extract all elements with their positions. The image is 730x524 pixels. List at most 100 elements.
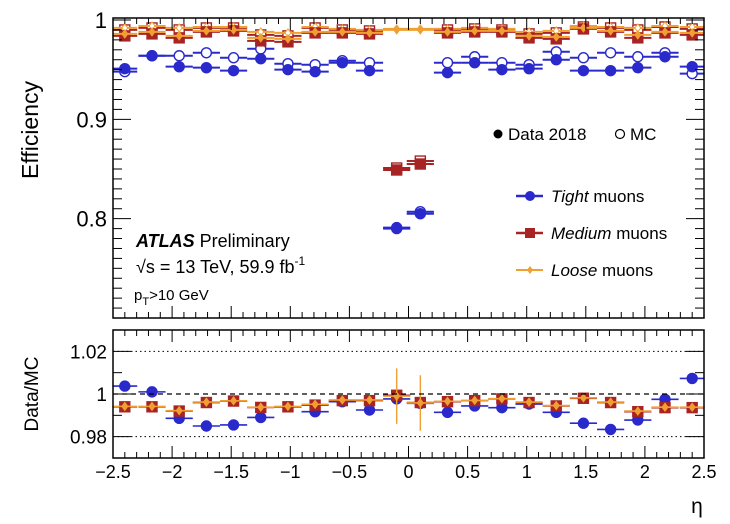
data-point bbox=[311, 399, 319, 410]
data-point bbox=[282, 63, 294, 76]
data-point bbox=[121, 29, 129, 39]
data-point bbox=[173, 60, 185, 73]
data-point bbox=[146, 386, 158, 398]
legend-loose-label: Loose muons bbox=[551, 261, 653, 280]
data-point bbox=[416, 25, 424, 35]
legend-mc-marker bbox=[614, 128, 626, 140]
mc-point bbox=[173, 50, 185, 62]
data-point bbox=[550, 54, 562, 66]
data-point bbox=[686, 60, 698, 73]
data-point bbox=[661, 402, 669, 413]
data-point bbox=[175, 405, 183, 416]
data-point bbox=[255, 411, 267, 424]
data-point bbox=[229, 395, 238, 406]
data-point bbox=[577, 417, 590, 429]
data-point bbox=[552, 400, 560, 411]
data-point bbox=[284, 401, 292, 412]
efficiency-axis-label: Efficiency bbox=[17, 80, 43, 179]
mc-point bbox=[632, 51, 644, 63]
data-point bbox=[227, 419, 240, 431]
mc-point bbox=[200, 47, 213, 59]
data-point bbox=[390, 222, 403, 235]
data-point bbox=[443, 27, 452, 37]
legend-medium-label: Medium muons bbox=[551, 224, 667, 243]
ratio-frame bbox=[112, 329, 705, 459]
data-point bbox=[393, 391, 401, 401]
mc-point bbox=[227, 52, 240, 64]
data-point bbox=[309, 65, 321, 78]
x-tick-label: −1.5 bbox=[213, 462, 249, 482]
x-tick-label: 2.5 bbox=[691, 462, 716, 482]
data-point bbox=[257, 402, 265, 413]
legend-tight-label: Tight muons bbox=[551, 187, 644, 206]
data-point bbox=[119, 380, 131, 392]
data-point bbox=[688, 402, 696, 413]
data-point bbox=[338, 395, 346, 405]
data-point bbox=[525, 31, 533, 41]
data-point bbox=[284, 34, 292, 44]
x-tick-label: 2 bbox=[640, 462, 650, 482]
data-point bbox=[632, 61, 644, 74]
x-tick-label: −0.5 bbox=[332, 462, 368, 482]
y-tick-label: 1.02 bbox=[70, 342, 107, 363]
legend-mc-label: MC bbox=[630, 125, 656, 144]
data-point bbox=[338, 27, 346, 37]
legend: Data 2018 MC Tight muons Medium muons Lo… bbox=[493, 125, 667, 280]
data-point bbox=[148, 27, 156, 37]
data-point bbox=[634, 30, 642, 40]
data-point bbox=[686, 372, 698, 385]
efficiency-panel-marks bbox=[112, 21, 705, 235]
data-point bbox=[468, 57, 481, 69]
data-point bbox=[414, 158, 427, 170]
data-point bbox=[200, 420, 213, 432]
mc-point bbox=[441, 57, 454, 69]
y-tick-label: 1 bbox=[95, 8, 107, 33]
data-point bbox=[146, 50, 158, 62]
data-point bbox=[661, 27, 669, 37]
energy-lumi-label: √s = 13 TeV, 59.9 fb-1 bbox=[136, 254, 306, 277]
data-point bbox=[390, 164, 403, 176]
data-point bbox=[227, 64, 240, 77]
data-point bbox=[119, 62, 131, 75]
pt-cut-label: pT>10 GeV bbox=[134, 287, 209, 308]
x-tick-label: 0.5 bbox=[455, 462, 480, 482]
data-point bbox=[496, 63, 508, 76]
data-point bbox=[363, 404, 376, 416]
data-point bbox=[443, 396, 452, 407]
data-point bbox=[471, 395, 479, 406]
x-tick-label: −1 bbox=[280, 462, 301, 482]
data-point bbox=[634, 406, 642, 416]
data-point bbox=[336, 57, 349, 69]
ratio-panel-marks bbox=[112, 368, 705, 436]
legend-tight-marker bbox=[525, 191, 535, 201]
data-point bbox=[200, 61, 213, 74]
data-point bbox=[577, 64, 590, 77]
legend-data-label: Data 2018 bbox=[508, 125, 586, 144]
x-tick-label: 1 bbox=[522, 462, 532, 482]
data-point bbox=[311, 27, 319, 37]
y-tick-label: 0.98 bbox=[70, 428, 107, 449]
data-point bbox=[365, 28, 374, 38]
atlas-label: ATLAS Preliminary bbox=[135, 231, 290, 251]
data-point bbox=[416, 398, 424, 408]
data-point bbox=[498, 26, 506, 36]
data-point bbox=[202, 397, 211, 407]
axes: −2.5 −2 −1.5 −1 −0.5 0 0.5 1 1.5 2 2.5 0.8 0.9 1 0.98 1… bbox=[70, 8, 717, 482]
data-point bbox=[257, 33, 265, 43]
data-point bbox=[604, 423, 617, 436]
mc-point bbox=[577, 52, 590, 64]
data-point bbox=[414, 207, 427, 220]
data-point bbox=[471, 26, 479, 36]
data-point bbox=[659, 51, 671, 63]
data-point bbox=[552, 32, 560, 42]
data-point bbox=[255, 53, 267, 65]
data-point bbox=[688, 28, 696, 38]
mc-point bbox=[604, 47, 617, 59]
atlas-logo-text: ATLAS bbox=[135, 231, 195, 251]
data-point bbox=[363, 64, 376, 77]
data-point bbox=[175, 31, 183, 41]
data-point bbox=[604, 64, 617, 77]
legend-data-marker bbox=[493, 129, 503, 139]
data-point bbox=[606, 26, 615, 36]
